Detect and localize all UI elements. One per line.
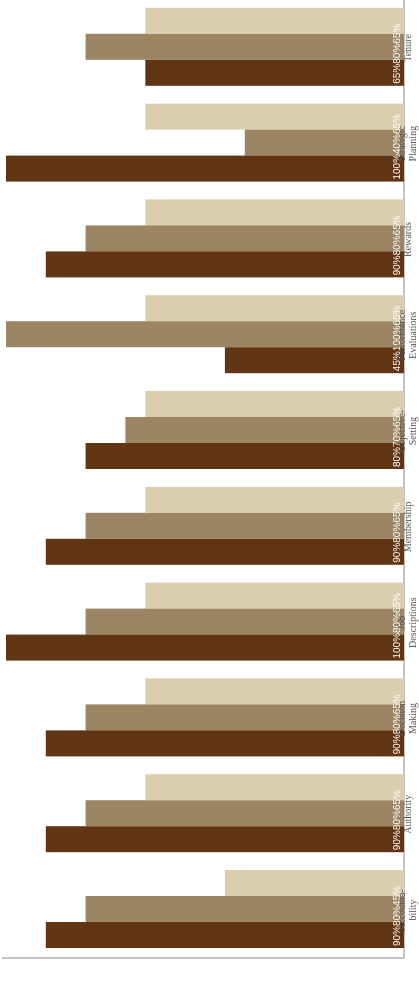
bar xyxy=(145,7,405,34)
bar xyxy=(145,582,405,609)
category-label: Rewards xyxy=(403,222,414,257)
category-label: PerformanceEvaluations xyxy=(397,309,419,361)
bar xyxy=(6,155,404,182)
bar xyxy=(85,225,404,252)
bar xyxy=(85,800,404,827)
bar xyxy=(145,103,405,130)
category-label: DecisionMaking xyxy=(397,701,419,737)
bar xyxy=(85,443,404,469)
bar xyxy=(145,199,405,226)
data-label: 90%80%65% xyxy=(392,790,403,850)
data-label: 90%80%65% xyxy=(392,694,403,754)
bars-group xyxy=(6,7,405,948)
category-label: Objective-Setting xyxy=(397,410,419,452)
data-label: 90%80%45% xyxy=(392,886,403,946)
bar xyxy=(85,608,404,635)
category-label: Membership xyxy=(403,502,414,553)
bar xyxy=(224,870,404,896)
category-label: Tenure xyxy=(403,34,414,62)
data-label: 45%100%65% xyxy=(392,305,403,371)
bar xyxy=(145,678,405,705)
bar xyxy=(125,417,405,443)
data-label: 100%40%65% xyxy=(392,114,403,180)
data-label: 80%70%65% xyxy=(392,407,403,467)
bar xyxy=(45,922,405,948)
data-label: 100%80%65% xyxy=(392,593,403,659)
category-label: JobDescriptions xyxy=(397,597,419,648)
bar xyxy=(244,129,404,156)
bar xyxy=(85,704,404,731)
bar xyxy=(145,774,405,801)
bar xyxy=(145,391,405,417)
bar xyxy=(145,59,405,86)
data-label: 90%80%65% xyxy=(392,503,403,563)
category-label: Accounta-bility xyxy=(397,889,419,931)
category-label: StrategicPlanning xyxy=(397,125,419,161)
bar xyxy=(6,321,404,348)
category-label: Authority xyxy=(403,795,414,834)
data-label: 90%80%65% xyxy=(392,215,403,275)
bar xyxy=(45,826,405,853)
bar xyxy=(45,730,405,757)
bar xyxy=(85,33,404,60)
bar xyxy=(45,538,405,565)
bar xyxy=(45,251,405,278)
bar xyxy=(145,486,405,513)
bar xyxy=(6,634,404,661)
bar xyxy=(145,295,405,322)
data-label: 65%80%65% xyxy=(392,24,403,84)
bar xyxy=(224,347,404,374)
bar xyxy=(85,512,404,539)
bar xyxy=(85,896,404,922)
